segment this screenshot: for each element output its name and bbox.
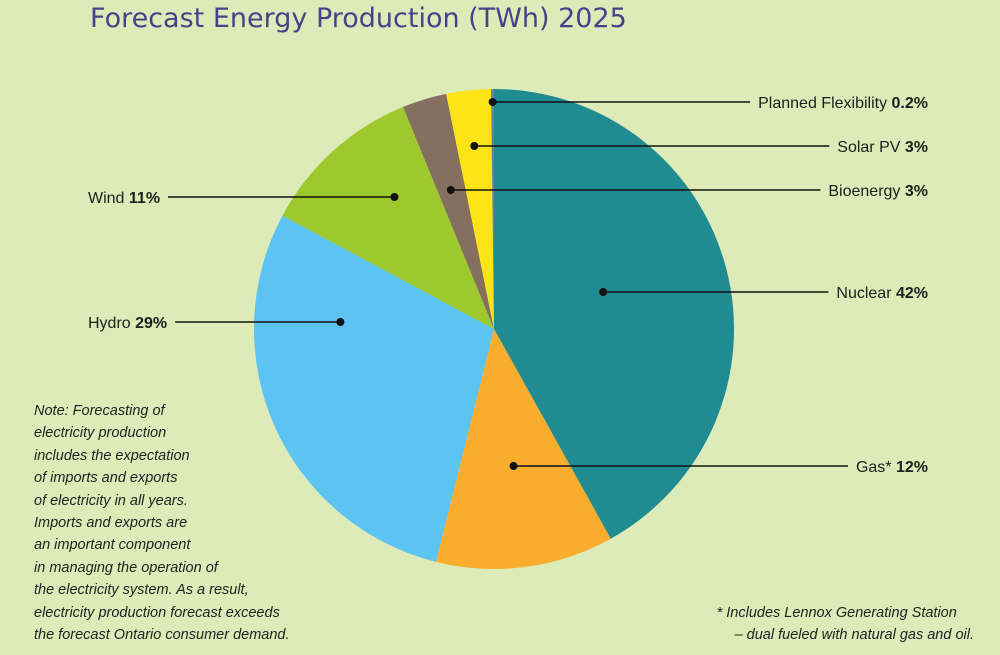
note-line: electricity production forecast exceeds: [34, 604, 280, 621]
pie-slice-solar-pv: [446, 89, 494, 330]
footnote-line-1: * Includes Lennox Generating Station: [716, 605, 957, 621]
slice-label-name: Nuclear: [836, 285, 896, 302]
chart-title: Forecast Energy Production (TWh) 2025: [90, 3, 627, 34]
pie-slice-wind: [282, 106, 494, 329]
slice-label-name: Solar PV: [837, 139, 905, 156]
pie-slice-planned-flexibility: [490, 89, 494, 329]
slice-label-value: 29%: [135, 315, 167, 332]
slice-label-name: Wind: [88, 190, 129, 207]
note-line: the electricity system. As a result,: [34, 582, 249, 599]
slice-label-name: Gas*: [856, 459, 896, 476]
note-line: electricity production: [34, 425, 167, 442]
slice-label-value: 3%: [905, 183, 928, 200]
slice-label-value: 11%: [129, 190, 160, 207]
pie-slice-bioenergy: [403, 93, 494, 329]
pie-slice-gas: [435, 329, 611, 570]
leader-dot-bioenergy: [446, 186, 455, 194]
slice-label-value: 0.2%: [892, 95, 928, 112]
leader-dot-solar-pv: [470, 142, 479, 150]
leader-dot-hydro: [336, 318, 345, 326]
note-line: in managing the operation of: [34, 559, 218, 576]
pie-slice-hydro: [253, 215, 494, 562]
slice-label-solar-pv: Solar PV 3%: [837, 139, 928, 156]
slice-label-name: Bioenergy: [828, 183, 905, 200]
pie-labels: Nuclear 42% Gas* 12% Hydro 29% Wind 11% Bioe…: [88, 95, 928, 476]
leader-dot-wind: [390, 193, 399, 201]
slice-label-nuclear: Nuclear 42%: [836, 285, 928, 302]
slice-label-hydro: Hydro 29%: [88, 315, 167, 332]
note-line: Imports and exports are: [34, 515, 188, 532]
slice-label-value: 3%: [905, 139, 928, 156]
slice-label-planned-flexibility: Planned Flexibility 0.2%: [758, 95, 928, 112]
slice-label-value: 12%: [896, 459, 928, 476]
note-line: Note: Forecasting of: [34, 403, 165, 419]
pie-slices: [253, 89, 735, 570]
leader-dot-gas: [509, 462, 518, 470]
note-line: the forecast Ontario consumer demand.: [34, 627, 290, 644]
note-line: of imports and exports: [34, 470, 178, 487]
slice-label-bioenergy: Bioenergy 3%: [828, 183, 928, 200]
footnote-line-2: – dual fueled with natural gas and oil.: [734, 627, 974, 644]
note-line: includes the expectation: [34, 447, 190, 464]
slice-label-wind: Wind 11%: [88, 190, 160, 207]
footnote: * Includes Lennox Generating Station – d…: [717, 602, 974, 647]
note-line: of electricity in all years.: [34, 492, 188, 509]
slice-label-gas: Gas* 12%: [856, 459, 928, 476]
leader-dot-planned-flexibility: [488, 98, 497, 106]
note-line: an important component: [34, 537, 191, 554]
forecast-note: Note: Forecasting of electricity producti…: [34, 400, 354, 646]
slice-label-name: Planned Flexibility: [758, 95, 891, 112]
slice-label-value: 42%: [896, 285, 928, 302]
pie-slice-nuclear: [494, 89, 735, 539]
slice-label-name: Hydro: [88, 315, 135, 332]
leader-dot-nuclear: [599, 288, 608, 296]
